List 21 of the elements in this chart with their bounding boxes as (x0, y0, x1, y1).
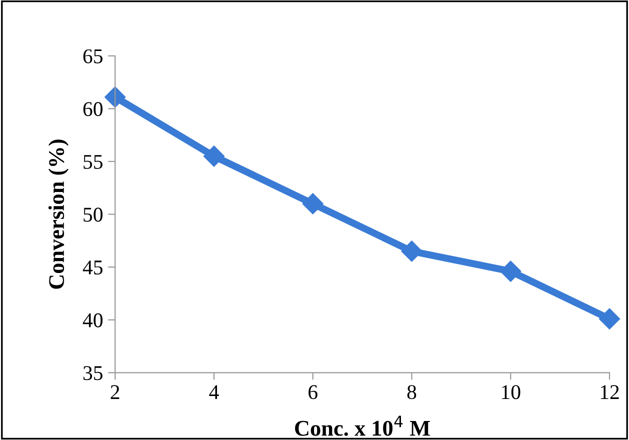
x-tick-label: 2 (110, 385, 120, 399)
y-axis-title: Conversion (%) (48, 140, 69, 289)
point (104, 86, 126, 108)
y-tick-label: 55 (84, 155, 102, 169)
x-tick-label: 6 (308, 385, 318, 400)
point (500, 260, 522, 282)
x-tick-label: 4 (209, 385, 219, 399)
point (401, 240, 422, 262)
x-tick-label: 10 (502, 385, 520, 400)
y-tick-label: 50 (84, 208, 103, 222)
x-tick-label: 8 (407, 385, 416, 400)
point (598, 308, 620, 330)
x-axis-title: Conc. x 10$^{4}$ M (295, 416, 430, 436)
y-tick-label: 60 (83, 102, 103, 116)
y-tick-label: 40 (82, 313, 103, 328)
point (302, 193, 324, 214)
y-tick-label: 45 (82, 260, 102, 275)
y-tick-label: 65 (83, 49, 102, 64)
point (203, 146, 224, 167)
y-tick-label: 35 (83, 366, 102, 380)
x-tick-label: 12 (600, 385, 619, 399)
